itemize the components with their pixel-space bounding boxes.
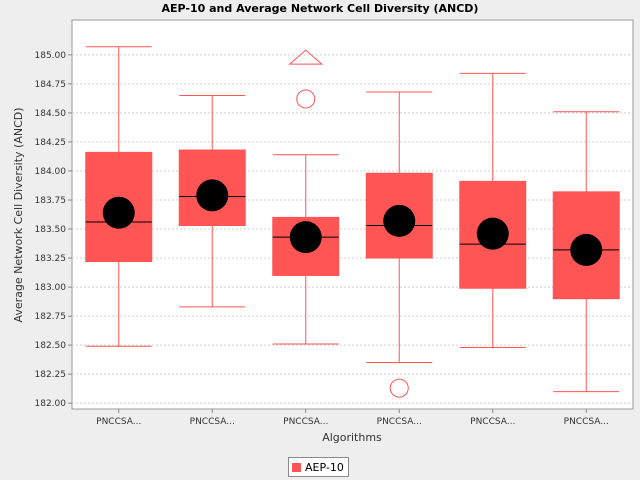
x-tick-label: PNCCSA...	[377, 417, 422, 427]
box-group	[272, 49, 340, 345]
gridlines	[72, 54, 633, 404]
mean-marker	[383, 204, 416, 237]
y-tick-label: 184.00	[35, 167, 67, 177]
legend-swatch	[292, 462, 301, 472]
mean-marker	[476, 217, 509, 250]
x-tick-label: PNCCSA...	[96, 417, 141, 427]
y-tick-label: 184.25	[35, 138, 67, 148]
x-tick-label: PNCCSA...	[564, 417, 609, 427]
y-axis: 182.00 182.25 182.50 182.75 183.00 183.25 183.…	[35, 51, 72, 409]
plot-area	[71, 19, 634, 410]
y-tick-label: 183.50	[35, 225, 67, 235]
boxes	[85, 46, 620, 398]
chart-title: AEP-10 and Average Network Cell Diversit…	[162, 2, 479, 15]
legend-label: AEP-10	[305, 460, 344, 474]
x-tick-label: PNCCSA...	[283, 417, 328, 427]
y-tick-label: 183.00	[35, 283, 67, 293]
mean-marker	[570, 233, 603, 266]
y-tick-label: 182.25	[35, 370, 67, 380]
mean-marker	[196, 179, 229, 212]
x-axis: PNCCSA... PNCCSA... PNCCSA... PNCCSA... PNCC…	[96, 409, 609, 427]
y-axis-label: Average Network Cell Diversity (ANCD)	[12, 107, 25, 322]
far-outlier-marker	[288, 49, 324, 65]
box-group	[459, 72, 527, 348]
outlier-marker	[389, 378, 409, 398]
x-tick-label: PNCCSA...	[190, 417, 235, 427]
y-tick-label: 182.50	[35, 341, 67, 351]
y-tick-label: 184.75	[35, 80, 67, 90]
y-tick-label: 183.25	[35, 254, 67, 264]
y-tick-label: 185.00	[35, 51, 67, 61]
box-group	[365, 91, 433, 398]
y-tick-label: 182.00	[35, 399, 67, 409]
outlier-marker	[296, 89, 316, 109]
y-tick-label: 184.50	[35, 109, 67, 119]
mean-marker	[102, 196, 135, 229]
box-group	[85, 46, 153, 347]
box-group	[552, 111, 620, 393]
y-tick-label: 183.75	[35, 196, 67, 206]
box-group	[178, 94, 246, 308]
legend: AEP-10	[288, 457, 349, 477]
x-axis-label: Algorithms	[322, 431, 382, 444]
mean-marker	[289, 221, 322, 254]
y-tick-label: 182.75	[35, 312, 67, 322]
x-tick-label: PNCCSA...	[470, 417, 515, 427]
